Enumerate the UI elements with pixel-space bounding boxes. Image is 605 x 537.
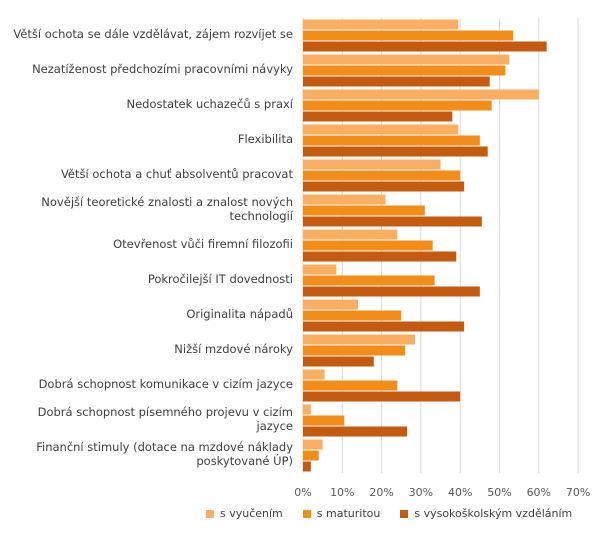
bar-3-cat-3 xyxy=(303,111,453,122)
bar-1-cat-2 xyxy=(303,54,510,65)
x-tick-label: 70% xyxy=(565,486,591,499)
bar-3-cat-6 xyxy=(303,216,482,227)
bar-1-cat-13 xyxy=(303,439,323,450)
bar-2-cat-7 xyxy=(303,240,433,251)
bar-2-cat-6 xyxy=(303,205,425,216)
bar-3-cat-8 xyxy=(303,286,480,297)
bar-2-cat-4 xyxy=(303,135,480,146)
bar-2-cat-3 xyxy=(303,100,492,111)
category-label: Novější teoretické znalosti a znalost no… xyxy=(41,194,293,223)
legend-item-maturita: s maturitou xyxy=(302,507,381,520)
legend-label: s maturitou xyxy=(316,507,381,520)
bar-1-cat-1 xyxy=(303,19,459,30)
x-tick-label: 60% xyxy=(526,486,552,499)
bar-1-cat-3 xyxy=(303,89,539,100)
bar-3-cat-11 xyxy=(303,391,461,402)
category-label: Finanční stimuly (dotace na mzdové nákla… xyxy=(36,439,293,468)
category-label: Flexibilita xyxy=(237,131,293,146)
bar-2-cat-9 xyxy=(303,310,402,321)
category-label: Nižší mzdové nároky xyxy=(174,341,293,356)
bar-1-cat-12 xyxy=(303,404,311,415)
bar-1-cat-6 xyxy=(303,194,386,205)
bar-3-cat-10 xyxy=(303,356,374,367)
bar-1-cat-7 xyxy=(303,229,398,240)
category-label: Nezatíženost předchozími pracovními návy… xyxy=(32,61,293,76)
bar-3-cat-5 xyxy=(303,181,465,192)
bar-2-cat-1 xyxy=(303,30,514,41)
legend-item-vyuceni: s vyučením xyxy=(206,507,283,520)
category-label: Otevřenost vůči firemní filozofii xyxy=(113,236,293,251)
bar-3-cat-9 xyxy=(303,321,465,332)
bar-2-cat-13 xyxy=(303,450,319,461)
legend: s vyučením s maturitou s vysokoškolským … xyxy=(206,507,572,520)
category-label: Větší ochota a chuť absolventů pracovat xyxy=(60,166,293,181)
category-label: Nedostatek uchazečů s praxí xyxy=(126,96,293,111)
bar-2-cat-5 xyxy=(303,170,461,181)
bar-1-cat-5 xyxy=(303,159,441,170)
bar-1-cat-4 xyxy=(303,124,459,135)
bar-2-cat-11 xyxy=(303,380,398,391)
bar-3-cat-12 xyxy=(303,426,408,437)
x-tick-label: 20% xyxy=(369,486,394,499)
x-tick-label: 30% xyxy=(408,486,434,499)
legend-swatch xyxy=(206,509,214,518)
legend-item-vs: s vysokoškolským vzděláním xyxy=(400,507,572,520)
legend-swatch xyxy=(400,509,409,518)
bar-1-cat-8 xyxy=(303,264,337,275)
bar-1-cat-10 xyxy=(303,334,416,345)
x-tick-label: 10% xyxy=(330,486,355,499)
bar-3-cat-7 xyxy=(303,251,457,262)
legend-swatch xyxy=(302,509,311,518)
bar-3-cat-1 xyxy=(303,41,547,52)
x-tick-label: 0% xyxy=(294,486,312,499)
legend-label: s vysokoškolským vzděláním xyxy=(414,507,573,520)
bar-1-cat-9 xyxy=(303,299,359,310)
bar-2-cat-10 xyxy=(303,345,406,356)
legend-label: s vyučením xyxy=(220,507,283,520)
category-label: Dobrá schopnost písemného projevu v cizí… xyxy=(37,404,293,433)
category-label: Větší ochota se dále vzdělávat, zájem ro… xyxy=(13,26,293,41)
category-label: Dobrá schopnost komunikace v cizím jazyc… xyxy=(38,376,293,391)
bar-3-cat-2 xyxy=(303,76,490,87)
category-label: Pokročilejší IT dovednosti xyxy=(147,271,293,286)
x-tick-label: 40% xyxy=(447,486,473,499)
bar-2-cat-12 xyxy=(303,415,345,426)
bar-3-cat-13 xyxy=(303,461,311,472)
bar-1-cat-11 xyxy=(303,369,325,380)
bar-3-cat-4 xyxy=(303,146,488,157)
x-tick-label: 50% xyxy=(487,486,512,499)
category-label: Originalita nápadů xyxy=(186,306,293,321)
bar-2-cat-8 xyxy=(303,275,435,286)
bar-2-cat-2 xyxy=(303,65,506,76)
